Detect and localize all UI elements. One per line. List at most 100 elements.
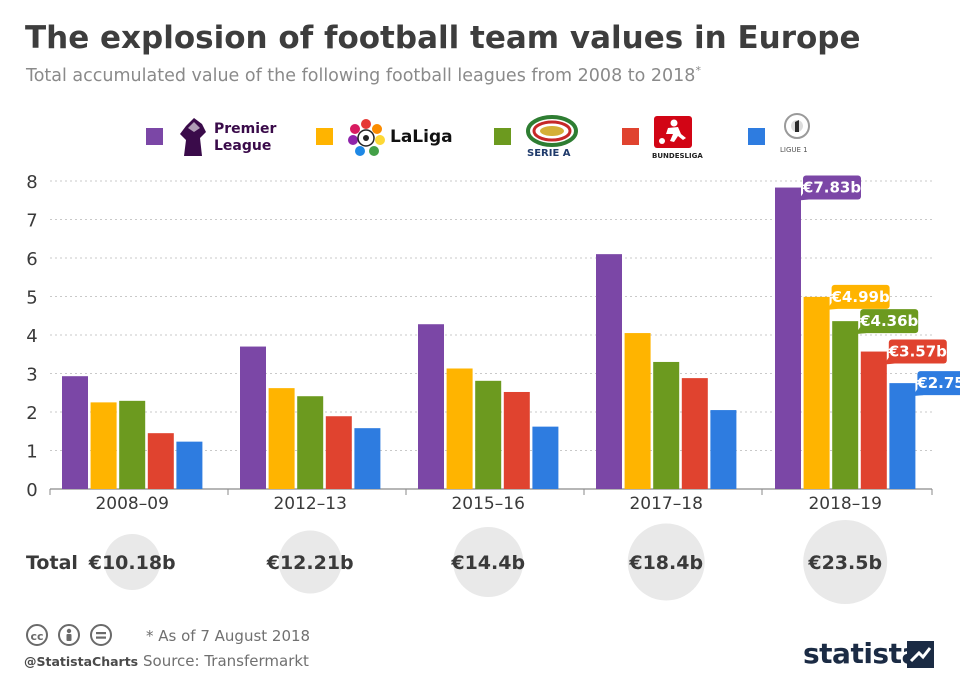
legend-logo-text-serie-a: SERIE A bbox=[527, 148, 571, 159]
bar bbox=[803, 296, 830, 489]
subtitle-footnote-mark: * bbox=[695, 64, 701, 77]
cc-icon: cc bbox=[26, 624, 48, 646]
legend-item-serie-a: SERIE A bbox=[494, 112, 604, 164]
y-axis-ticks: 0 1 2 3 4 5 6 7 8 bbox=[26, 172, 37, 501]
totals-label: Total bbox=[26, 552, 78, 574]
bar bbox=[418, 324, 444, 489]
bar bbox=[297, 396, 324, 489]
bar bbox=[775, 187, 801, 490]
total-badge bbox=[104, 534, 161, 590]
x-tick-label: 2018–19 bbox=[808, 494, 881, 514]
bar bbox=[624, 333, 651, 489]
subtitle-text: Total accumulated value of the following… bbox=[26, 65, 696, 86]
legend-item-bundesliga: BUNDESLIGA bbox=[622, 112, 722, 164]
totals-row: €10.18b €12.21b €14.4b €18.4b €23.5b Total bbox=[26, 520, 888, 604]
total-badge bbox=[803, 520, 888, 604]
legend-logo-text-laliga: LaLiga bbox=[390, 127, 453, 147]
bar bbox=[710, 410, 737, 489]
equals-icon bbox=[90, 624, 112, 646]
y-tick-label: 1 bbox=[26, 442, 37, 463]
x-axis-ticks: 2008–09 2012–13 2015–16 2017–18 2018–19 bbox=[49, 489, 933, 514]
data-label-pointer bbox=[855, 327, 867, 335]
total-value: €10.18b bbox=[88, 552, 176, 574]
bundesliga-logo-icon bbox=[654, 116, 692, 148]
person-icon bbox=[58, 624, 80, 646]
total-badge bbox=[453, 527, 524, 597]
bar bbox=[475, 380, 502, 489]
laliga-logo-icon bbox=[348, 119, 385, 156]
bar bbox=[860, 351, 887, 489]
bar bbox=[596, 254, 622, 489]
bar bbox=[119, 400, 146, 489]
twitter-handle: @StatistaCharts bbox=[24, 654, 139, 669]
y-tick-label: 0 bbox=[26, 480, 37, 501]
total-value: €14.4b bbox=[450, 552, 525, 574]
data-label-badge bbox=[888, 339, 947, 364]
bar bbox=[62, 376, 88, 489]
x-tick-label: 2008–09 bbox=[95, 494, 168, 514]
legend-logo-text-bundesliga: BUNDESLIGA bbox=[652, 152, 703, 160]
legend-swatch-bundesliga bbox=[622, 128, 639, 145]
premier-league-logo-icon bbox=[180, 118, 206, 156]
data-label-badge bbox=[860, 309, 919, 334]
statista-logo-text: statista bbox=[803, 637, 920, 670]
source-note: Source: Transfermarkt bbox=[143, 652, 309, 670]
legend-logo-text-league: League bbox=[214, 138, 272, 154]
y-tick-label: 8 bbox=[26, 172, 37, 193]
legend-swatch-premier-league bbox=[146, 128, 163, 145]
legend-item-ligue-1: LIGUE 1 bbox=[748, 112, 838, 164]
bar bbox=[176, 441, 203, 489]
legend-item-premier-league: Premier League bbox=[146, 112, 276, 164]
serie-a-logo-icon bbox=[526, 115, 578, 147]
data-label: €3.57b bbox=[888, 343, 947, 361]
data-label-pointer bbox=[798, 193, 809, 201]
total-value: €23.5b bbox=[807, 552, 882, 574]
bar bbox=[268, 388, 295, 489]
legend-logo-text-ligue-1: LIGUE 1 bbox=[780, 146, 808, 154]
ligue-1-logo-icon bbox=[784, 113, 810, 139]
data-labels: €7.83b €4.99b €4.36b €3.57b €2.75b bbox=[798, 175, 960, 397]
data-label: €4.99b bbox=[831, 288, 890, 306]
bar bbox=[354, 428, 381, 489]
y-tick-label: 4 bbox=[26, 326, 37, 347]
y-tick-label: 7 bbox=[26, 211, 37, 232]
data-label-badge bbox=[831, 284, 890, 309]
data-label: €4.36b bbox=[859, 312, 918, 330]
chart-subtitle: Total accumulated value of the following… bbox=[26, 64, 701, 86]
bars bbox=[62, 187, 916, 490]
legend-item-laliga: LaLiga bbox=[316, 112, 456, 164]
y-tick-label: 5 bbox=[26, 288, 37, 309]
data-label-pointer bbox=[826, 302, 838, 310]
bar bbox=[90, 402, 117, 489]
data-label: €7.83b bbox=[802, 179, 861, 197]
legend-swatch-serie-a bbox=[494, 128, 511, 145]
bar bbox=[325, 416, 352, 489]
bar bbox=[240, 346, 266, 489]
legend-swatch-laliga bbox=[316, 128, 333, 145]
total-badge bbox=[278, 530, 342, 594]
total-badge bbox=[627, 523, 705, 601]
legend-swatch-ligue-1 bbox=[748, 128, 765, 145]
bar bbox=[832, 321, 859, 489]
cc-icon-text: cc bbox=[30, 630, 44, 643]
data-label-pointer bbox=[912, 389, 924, 397]
data-label-pointer bbox=[883, 357, 895, 365]
statista-logo-icon bbox=[907, 641, 934, 668]
y-tick-label: 6 bbox=[26, 249, 37, 270]
bar bbox=[681, 378, 708, 489]
y-tick-label: 3 bbox=[26, 365, 37, 386]
chart-title: The explosion of football team values in… bbox=[25, 20, 861, 56]
total-value: €18.4b bbox=[628, 552, 703, 574]
data-label-badge bbox=[803, 175, 861, 200]
legend: Premier League LaLiga SERIE A bbox=[0, 112, 960, 164]
bar bbox=[446, 368, 473, 489]
total-value: €12.21b bbox=[266, 552, 354, 574]
bar bbox=[147, 433, 174, 489]
x-tick-label: 2017–18 bbox=[629, 494, 702, 514]
legend-logo-text-premier: Premier bbox=[214, 121, 277, 137]
bar bbox=[532, 426, 559, 489]
footnote: * As of 7 August 2018 bbox=[146, 627, 311, 645]
bar bbox=[653, 361, 680, 489]
x-tick-label: 2012–13 bbox=[273, 494, 346, 514]
